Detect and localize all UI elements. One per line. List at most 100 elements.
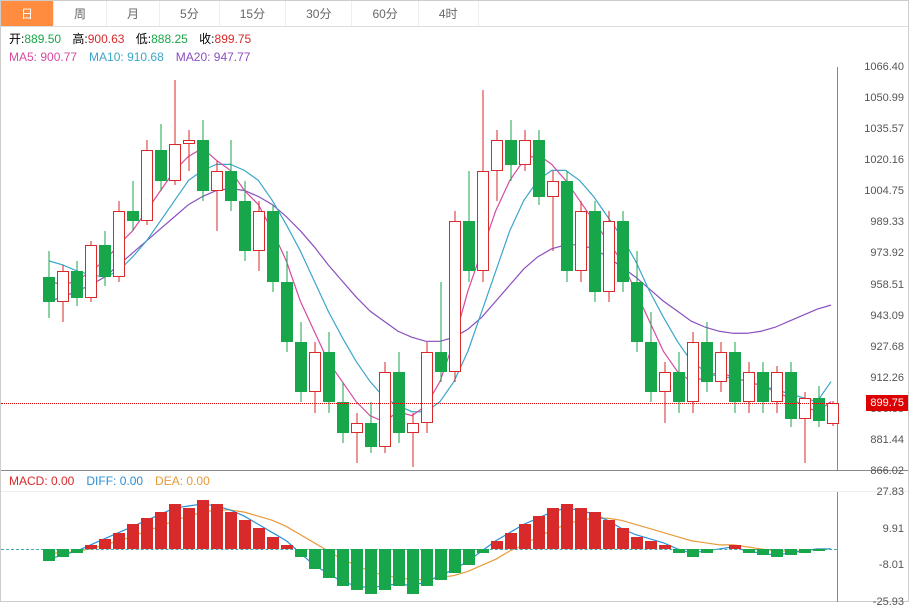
low-value: 888.25 xyxy=(151,32,188,46)
y-tick: 958.51 xyxy=(870,279,904,291)
macd-bar xyxy=(799,549,811,553)
ma-item: MA20: 947.77 xyxy=(176,50,251,64)
candle xyxy=(827,67,839,471)
low-label: 低: xyxy=(136,32,151,46)
macd-bar xyxy=(169,504,181,549)
ma-item: MA5: 900.77 xyxy=(9,50,77,64)
y-tick: 1004.75 xyxy=(864,185,904,197)
macd-bar xyxy=(85,545,97,549)
candle xyxy=(687,67,699,471)
macd-bar xyxy=(43,549,55,561)
candle xyxy=(757,67,769,471)
macd-bar xyxy=(631,537,643,549)
candle xyxy=(365,67,377,471)
ma-bar: MA5: 900.77MA10: 910.68MA20: 947.77 xyxy=(1,50,908,67)
candle xyxy=(379,67,391,471)
y-tick: 943.09 xyxy=(870,310,904,322)
candle xyxy=(127,67,139,471)
macd-bar xyxy=(141,518,153,549)
timeframe-tabs: 日周月5分15分30分60分4时 xyxy=(1,1,908,27)
macd-y-tick: -8.01 xyxy=(879,559,904,571)
candle xyxy=(323,67,335,471)
macd-bar xyxy=(491,541,503,549)
candle xyxy=(561,67,573,471)
candlestick-chart[interactable]: 1066.401050.991035.571020.161004.75989.3… xyxy=(1,67,908,471)
candle xyxy=(505,67,517,471)
tab-60分[interactable]: 60分 xyxy=(352,1,418,26)
candle xyxy=(813,67,825,471)
candle xyxy=(253,67,265,471)
candle xyxy=(589,67,601,471)
macd-bar xyxy=(281,545,293,549)
tab-日[interactable]: 日 xyxy=(1,1,54,26)
candle xyxy=(631,67,643,471)
candle xyxy=(729,67,741,471)
macd-bar xyxy=(393,549,405,586)
macd-bar xyxy=(323,549,335,578)
macd-bar xyxy=(603,520,615,549)
y-tick: 881.44 xyxy=(870,434,904,446)
macd-bar xyxy=(435,549,447,580)
macd-bar xyxy=(99,539,111,549)
y-tick: 1035.57 xyxy=(864,123,904,135)
candle xyxy=(575,67,587,471)
macd-bar xyxy=(183,508,195,549)
macd-bar xyxy=(645,541,657,549)
macd-bar xyxy=(701,549,713,553)
candle xyxy=(71,67,83,471)
candle xyxy=(309,67,321,471)
tab-5分[interactable]: 5分 xyxy=(160,1,220,26)
high-value: 900.63 xyxy=(88,32,125,46)
candle xyxy=(603,67,615,471)
indicator-item: DEA: 0.00 xyxy=(155,474,210,488)
macd-y-axis: 27.839.91-8.01-25.93 xyxy=(840,492,908,602)
candle xyxy=(491,67,503,471)
macd-bar xyxy=(113,533,125,549)
y-tick: 927.68 xyxy=(870,341,904,353)
candle xyxy=(169,67,181,471)
indicator-item: DIFF: 0.00 xyxy=(86,474,143,488)
candle xyxy=(799,67,811,471)
tab-周[interactable]: 周 xyxy=(54,1,107,26)
candle xyxy=(393,67,405,471)
y-tick: 1020.16 xyxy=(864,154,904,166)
macd-bar xyxy=(757,549,769,555)
candle xyxy=(519,67,531,471)
current-price-label: 899.75 xyxy=(866,395,908,411)
macd-bar xyxy=(155,512,167,549)
macd-bar xyxy=(589,512,601,549)
macd-bar xyxy=(225,512,237,549)
macd-y-tick: 9.91 xyxy=(883,523,904,535)
tab-15分[interactable]: 15分 xyxy=(220,1,286,26)
candle xyxy=(85,67,97,471)
macd-bar xyxy=(617,528,629,548)
open-label: 开: xyxy=(9,32,24,46)
macd-bar xyxy=(295,549,307,557)
tab-30分[interactable]: 30分 xyxy=(286,1,352,26)
candle xyxy=(659,67,671,471)
open-value: 889.50 xyxy=(24,32,61,46)
tab-4时[interactable]: 4时 xyxy=(419,1,479,26)
candle xyxy=(673,67,685,471)
candle xyxy=(771,67,783,471)
macd-bar xyxy=(687,549,699,557)
candle xyxy=(715,67,727,471)
y-tick: 912.26 xyxy=(870,372,904,384)
macd-bar xyxy=(351,549,363,590)
candle xyxy=(225,67,237,471)
macd-bar xyxy=(337,549,349,586)
macd-chart[interactable]: 27.839.91-8.01-25.93 xyxy=(1,492,908,602)
tab-月[interactable]: 月 xyxy=(107,1,160,26)
macd-bar xyxy=(463,549,475,565)
close-label: 收: xyxy=(199,32,214,46)
macd-bar xyxy=(365,549,377,594)
candle xyxy=(43,67,55,471)
y-tick: 1066.40 xyxy=(864,61,904,73)
candle xyxy=(197,67,209,471)
close-value: 899.75 xyxy=(215,32,252,46)
macd-bar xyxy=(379,549,391,590)
candle xyxy=(155,67,167,471)
macd-y-tick: 27.83 xyxy=(876,486,904,498)
candle xyxy=(239,67,251,471)
candle xyxy=(337,67,349,471)
